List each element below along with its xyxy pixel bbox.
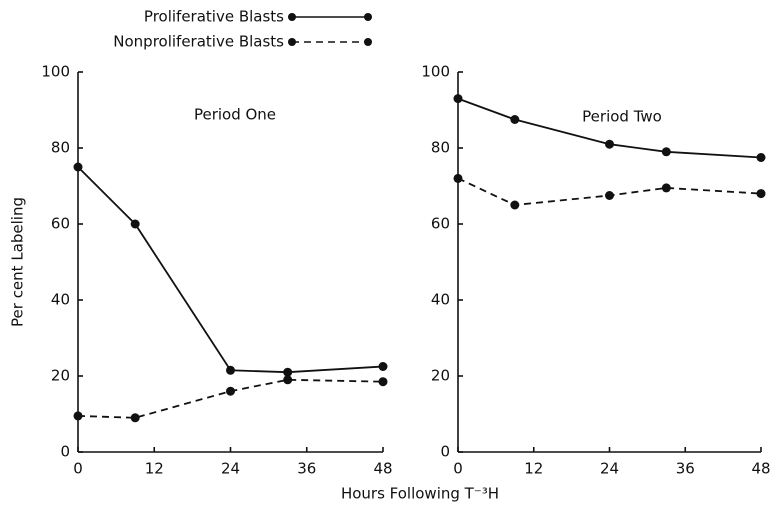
data-point bbox=[130, 413, 140, 423]
y-tick-label: 20 bbox=[431, 367, 450, 385]
legend-marker bbox=[364, 13, 372, 21]
series-line bbox=[77, 378, 384, 419]
x-tick-label: 36 bbox=[676, 460, 695, 478]
data-point bbox=[510, 200, 520, 210]
data-point bbox=[661, 147, 671, 157]
data-point bbox=[283, 375, 293, 385]
data-point bbox=[130, 219, 140, 229]
y-tick-label: 20 bbox=[51, 367, 70, 385]
legend-marker bbox=[364, 38, 372, 46]
y-tick-label: 60 bbox=[431, 215, 450, 233]
data-point bbox=[756, 153, 766, 162]
x-tick-label: 48 bbox=[373, 460, 392, 478]
y-tick-label: 0 bbox=[60, 443, 70, 461]
panel-annotation: Period One bbox=[194, 106, 276, 124]
x-axis-label: Hours Following T⁻³H bbox=[341, 485, 499, 503]
y-tick-label: 0 bbox=[440, 443, 450, 461]
legend-label: Proliferative Blasts bbox=[144, 8, 284, 26]
data-point bbox=[378, 377, 388, 387]
legend-marker bbox=[288, 38, 296, 46]
x-tick-label: 24 bbox=[600, 460, 619, 478]
y-tick-label: 100 bbox=[41, 63, 70, 81]
y-axis-label: Per cent Labeling bbox=[9, 197, 27, 327]
data-point bbox=[510, 115, 520, 124]
x-tick-label: 12 bbox=[145, 460, 164, 478]
series-line bbox=[77, 166, 384, 374]
data-point bbox=[73, 162, 83, 172]
data-point bbox=[453, 94, 463, 104]
y-tick-label: 100 bbox=[421, 63, 450, 81]
data-point bbox=[226, 365, 235, 375]
y-tick-label: 40 bbox=[51, 291, 70, 309]
x-tick-label: 0 bbox=[453, 460, 463, 478]
data-point bbox=[605, 139, 614, 149]
x-tick-label: 0 bbox=[73, 460, 83, 478]
data-point bbox=[378, 362, 388, 371]
y-tick-label: 80 bbox=[431, 139, 450, 157]
y-tick-label: 60 bbox=[51, 215, 70, 233]
y-tick-label: 80 bbox=[51, 139, 70, 157]
data-point bbox=[283, 367, 293, 377]
panel-annotation: Period Two bbox=[582, 108, 662, 126]
data-point bbox=[605, 191, 614, 200]
data-point bbox=[226, 386, 235, 396]
data-point bbox=[756, 189, 766, 199]
x-tick-label: 36 bbox=[297, 460, 316, 478]
x-tick-label: 12 bbox=[524, 460, 543, 478]
data-point bbox=[73, 411, 83, 421]
legend-label: Nonproliferative Blasts bbox=[113, 33, 284, 51]
x-tick-label: 48 bbox=[751, 460, 770, 478]
data-point bbox=[661, 183, 671, 193]
x-tick-label: 24 bbox=[221, 460, 240, 478]
legend-marker bbox=[288, 13, 296, 21]
data-point bbox=[453, 173, 463, 183]
y-tick-label: 40 bbox=[431, 291, 450, 309]
